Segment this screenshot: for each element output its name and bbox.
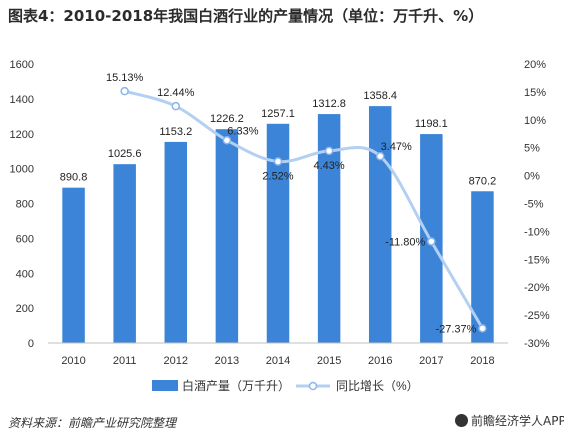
bar-2018: [471, 191, 494, 343]
growth-point: [375, 151, 385, 161]
bar-value-label: 1226.2: [210, 113, 244, 125]
source-note: 资料来源：前瞻产业研究院整理: [8, 416, 177, 430]
y-right-tick-label: -20%: [524, 282, 550, 294]
bar-value-label: 1025.6: [108, 148, 142, 160]
y-right-tick-label: -15%: [524, 254, 550, 266]
growth-point: [273, 157, 283, 166]
bar-value-label: 870.2: [469, 175, 497, 187]
y-left-tick-label: 0: [28, 338, 34, 350]
y-right-tick-label: 20%: [524, 59, 546, 71]
x-tick-label: 2018: [470, 355, 494, 367]
bar-value-label: 1153.2: [159, 126, 192, 138]
y-right-tick-label: 15%: [524, 87, 546, 99]
y-right-tick-label: -30%: [524, 338, 550, 350]
legend-label-bar: 白酒产量（万千升）: [182, 378, 290, 393]
y-left-tick-label: 1000: [10, 164, 34, 176]
x-tick-label: 2017: [419, 355, 443, 367]
growth-point: [324, 146, 334, 156]
y-right-tick-label: 10%: [524, 115, 546, 127]
bar-2011: [113, 164, 136, 343]
x-tick-label: 2014: [266, 355, 290, 367]
growth-point: [171, 101, 181, 111]
bar-2013: [215, 129, 239, 343]
growth-value-label: 6.33%: [227, 125, 258, 137]
growth-value-label: -11.80%: [385, 236, 425, 248]
legend-swatch-marker: [308, 381, 318, 391]
legend-label-line: 同比增长（%）: [336, 379, 419, 393]
brand-logo-icon: [455, 414, 468, 427]
y-left-tick-label: 400: [16, 268, 34, 280]
x-tick-label: 2010: [61, 355, 85, 367]
bar-2012: [164, 141, 188, 343]
bar-value-label: 1312.8: [312, 98, 346, 110]
bar-2014: [266, 123, 290, 344]
y-right-tick-label: 5%: [524, 143, 540, 155]
bar-2016: [368, 106, 392, 343]
bar-value-label: 890.8: [60, 172, 88, 184]
bar-value-label: 1358.4: [363, 90, 397, 102]
y-right-tick-label: 0%: [524, 171, 540, 183]
bar-2010: [62, 187, 85, 343]
y-left-tick-label: 600: [16, 233, 34, 245]
growth-point: [120, 86, 129, 96]
growth-value-label: 4.43%: [314, 160, 345, 172]
y-left-tick-label: 800: [16, 199, 34, 211]
growth-value-label: 2.52%: [262, 171, 293, 183]
y-right-tick-label: -25%: [524, 310, 550, 322]
brand-logo: 前瞻经济学人APP: [455, 412, 564, 429]
y-left-tick-label: 1200: [10, 129, 34, 141]
chart-title: 图表4：2010-2018年我国白酒行业的产量情况（单位：万千升、%）: [8, 7, 484, 25]
growth-point: [478, 324, 487, 333]
growth-value-label: 12.44%: [157, 87, 195, 99]
y-left-tick-label: 1600: [10, 59, 34, 71]
growth-value-label: -27.37%: [435, 323, 476, 335]
x-tick-label: 2011: [113, 355, 137, 367]
bar-value-label: 1198.1: [415, 118, 448, 130]
legend-swatch-bar: [152, 380, 178, 391]
y-left-tick-label: 200: [16, 303, 34, 315]
bar-value-label: 1257.1: [261, 108, 295, 120]
growth-value-label: 3.47%: [381, 141, 412, 153]
y-left-tick-label: 1400: [10, 94, 34, 106]
x-tick-label: 2015: [317, 355, 341, 367]
x-tick-label: 2016: [368, 355, 392, 367]
bar-2015: [317, 114, 341, 343]
x-tick-label: 2012: [164, 355, 188, 367]
brand-name: 前瞻经济学人APP: [471, 414, 564, 428]
growth-point: [222, 136, 232, 145]
growth-point: [427, 237, 436, 246]
growth-value-label: 15.13%: [106, 72, 144, 84]
y-right-tick-label: -10%: [524, 226, 550, 238]
y-right-tick-label: -5%: [524, 199, 544, 211]
x-tick-label: 2013: [215, 355, 239, 367]
